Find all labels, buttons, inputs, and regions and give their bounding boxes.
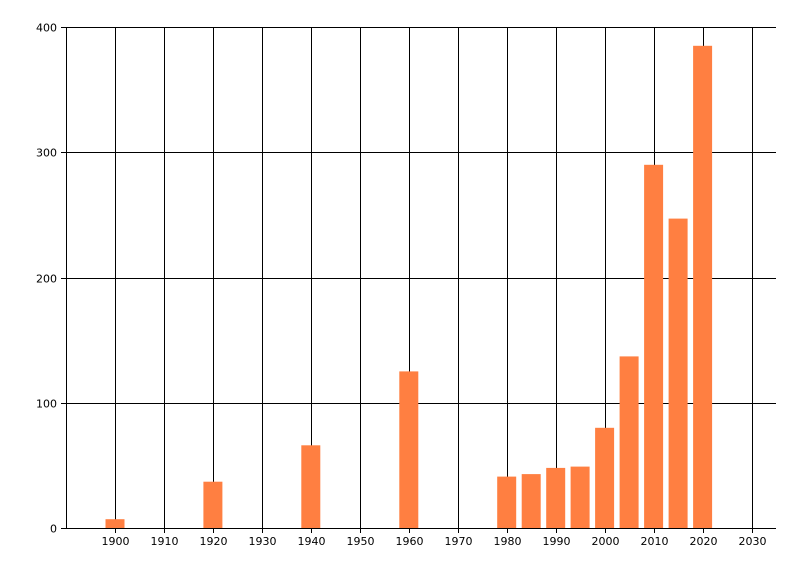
x-tick-label: 2030 (739, 535, 767, 548)
bar (644, 164, 664, 529)
x-tick-label: 1900 (102, 535, 130, 548)
bar (399, 371, 419, 528)
bar (497, 476, 517, 528)
bar (668, 218, 688, 528)
y-tick-label: 100 (36, 398, 57, 411)
x-tick-label: 1920 (200, 535, 228, 548)
bar-layer (105, 45, 713, 529)
x-tick-label: 1990 (543, 535, 571, 548)
x-tick-label: 2020 (690, 535, 718, 548)
bar (570, 466, 590, 528)
bar (693, 45, 713, 529)
y-tick-label: 200 (36, 273, 57, 286)
x-tick-label: 1910 (151, 535, 179, 548)
x-tick-label: 1980 (494, 535, 522, 548)
bar (105, 519, 125, 528)
label-layer: 1900 1910 1920 1930 1940 1950 1960 1970 1980 1990… (36, 22, 767, 549)
y-tick-label: 400 (36, 22, 57, 35)
x-tick-label: 1970 (445, 535, 473, 548)
x-tick-label: 1930 (249, 535, 277, 548)
x-tick-label: 2000 (592, 535, 620, 548)
bar (546, 467, 566, 528)
x-tick-label: 1960 (396, 535, 424, 548)
bar (203, 481, 223, 528)
bar (595, 427, 615, 528)
x-tick-label: 1940 (298, 535, 326, 548)
bar (521, 474, 541, 528)
bar (619, 356, 639, 528)
bar (301, 445, 321, 528)
x-tick-label: 1950 (347, 535, 375, 548)
y-tick-label: 0 (50, 523, 57, 536)
y-tick-label: 300 (36, 147, 57, 160)
x-tick-label: 2010 (641, 535, 669, 548)
axis-layer (66, 27, 776, 529)
